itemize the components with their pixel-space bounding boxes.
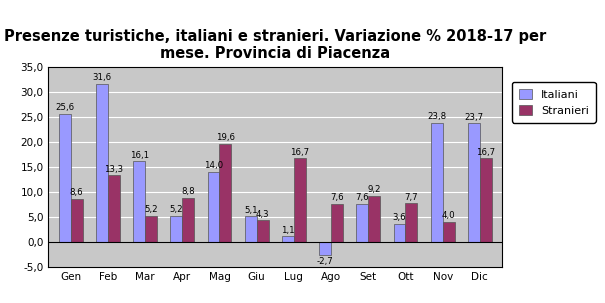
Bar [145,216,157,242]
Bar [108,175,120,242]
Text: 23,8: 23,8 [427,112,446,121]
Text: 23,7: 23,7 [464,113,483,122]
Text: -2,7: -2,7 [317,257,333,266]
Text: 13,3: 13,3 [104,165,123,174]
Text: 7,6: 7,6 [330,193,344,202]
Bar [393,224,405,242]
Text: 31,6: 31,6 [93,73,111,82]
Text: 8,8: 8,8 [182,187,195,196]
Legend: Italiani, Stranieri: Italiani, Stranieri [512,82,596,123]
Bar [368,196,380,242]
Bar [331,204,343,242]
Title: Presenze turistiche, italiani e stranieri. Variazione % 2018-17 per
mese. Provin: Presenze turistiche, italiani e stranier… [4,29,546,61]
Bar [431,123,443,242]
Text: 25,6: 25,6 [55,103,74,112]
Bar [133,161,145,242]
Text: 9,2: 9,2 [367,185,381,194]
Bar [443,222,454,242]
Bar [480,158,492,242]
Text: 14,0: 14,0 [204,161,223,170]
Text: 16,7: 16,7 [290,148,309,157]
Bar [208,171,220,242]
Text: 8,6: 8,6 [70,188,83,197]
Text: 7,6: 7,6 [356,193,369,202]
Text: 19,6: 19,6 [216,133,235,142]
Bar [356,204,368,242]
Text: 1,1: 1,1 [281,226,295,235]
Bar [405,203,417,242]
Bar [468,123,480,242]
Bar [282,236,294,242]
Text: 5,1: 5,1 [244,206,258,215]
Text: 5,2: 5,2 [144,205,158,214]
Bar [294,158,306,242]
Text: 4,3: 4,3 [256,210,269,219]
Text: 4,0: 4,0 [442,211,456,220]
Bar [220,144,231,242]
Bar [59,114,71,242]
Text: 3,6: 3,6 [393,213,407,222]
Bar [171,216,182,242]
Text: 16,7: 16,7 [476,148,495,157]
Bar [71,199,83,242]
Text: 7,7: 7,7 [405,193,418,202]
Bar [257,220,269,242]
Text: 16,1: 16,1 [129,151,149,160]
Bar [245,216,257,242]
Bar [96,84,108,242]
Bar [319,242,331,255]
Bar [182,198,194,242]
Text: 5,2: 5,2 [169,205,183,214]
